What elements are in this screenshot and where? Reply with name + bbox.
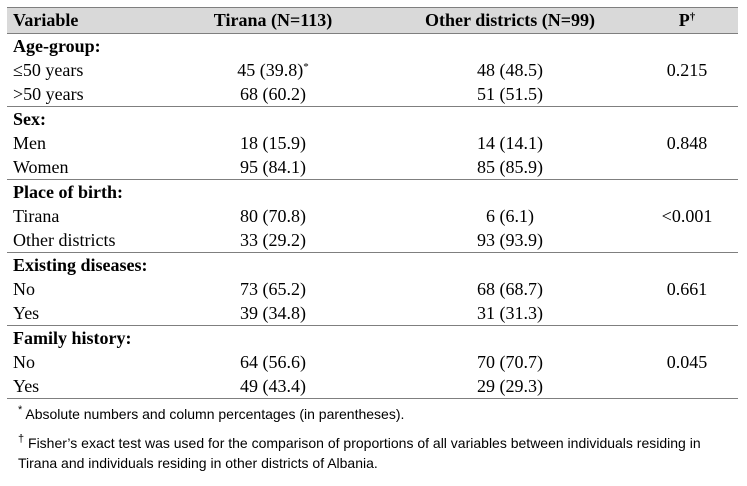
p-value: 0.661 [666, 279, 708, 299]
table-row: >50 years 68 (60.2) 51 (51.5) [7, 82, 738, 106]
data-table: Variable Tirana (N=113) Other districts … [7, 7, 738, 399]
table-row: Yes 49 (43.4) 29 (29.3) [7, 374, 738, 398]
section-title: Place of birth: [13, 182, 123, 202]
row-label: Tirana [13, 206, 60, 226]
row-label: No [13, 279, 35, 299]
table-row: Yes 39 (34.8) 31 (31.3) [7, 301, 738, 325]
table-row: No 64 (56.6) 70 (70.7) 0.045 [7, 350, 738, 374]
table-row: Women 95 (84.1) 85 (85.9) [7, 155, 738, 179]
tirana-value: 68 (60.2) [240, 84, 306, 104]
p-value: 0.848 [666, 133, 708, 153]
dagger-mark: † [689, 11, 696, 23]
footnote-dagger: † Fisher’s exact test was used for the c… [18, 433, 701, 472]
tirana-value: 33 (29.2) [240, 230, 306, 250]
other-districts-value: 29 (29.3) [477, 376, 543, 396]
section-title-row: Family history: [7, 326, 738, 350]
row-label: No [13, 352, 35, 372]
other-districts-value: 93 (93.9) [477, 230, 543, 250]
header-variable: Variable [13, 10, 79, 30]
other-districts-value: 48 (48.5) [477, 60, 543, 80]
section-title-row: Sex: [7, 107, 738, 131]
section-title-row: Place of birth: [7, 180, 738, 204]
table-section: Sex: Men 18 (15.9) 14 (14.1) 0.848 Women 95 (8… [7, 107, 738, 180]
row-label: Yes [13, 376, 40, 396]
table-section: Place of birth: Tirana 80 (70.8) 6 (6.1) <0.… [7, 180, 738, 253]
row-label: Other districts [13, 230, 116, 250]
tirana-value: 49 (43.4) [240, 376, 306, 396]
table-body: Age-group: ≤50 years 45 (39.8)* 48 (48.5) 0.… [7, 34, 738, 399]
other-districts-value: 14 (14.1) [477, 133, 543, 153]
table-row: No 73 (65.2) 68 (68.7) 0.661 [7, 277, 738, 301]
row-label: ≤50 years [13, 60, 84, 80]
tirana-value: 80 (70.8) [240, 206, 306, 226]
table-header: Variable Tirana (N=113) Other districts … [7, 7, 738, 34]
table-row: Tirana 80 (70.8) 6 (6.1) <0.001 [7, 204, 738, 228]
row-label: >50 years [13, 84, 84, 104]
tirana-value: 73 (65.2) [240, 279, 306, 299]
other-districts-value: 70 (70.7) [477, 352, 543, 372]
section-title: Sex: [13, 109, 46, 129]
tirana-value: 39 (34.8) [240, 303, 306, 323]
other-districts-value: 85 (85.9) [477, 157, 543, 177]
tirana-value: 18 (15.9) [240, 133, 306, 153]
table-row: Other districts 33 (29.2) 93 (93.9) [7, 228, 738, 252]
tirana-value: 64 (56.6) [240, 352, 306, 372]
other-districts-value: 51 (51.5) [477, 84, 543, 104]
tirana-value: 95 (84.1) [240, 157, 306, 177]
header-tirana: Tirana (N=113) [213, 10, 333, 30]
section-title-row: Age-group: [7, 34, 738, 58]
tirana-value: 45 (39.8)* [237, 60, 309, 80]
p-value: 0.045 [666, 352, 708, 372]
p-value: <0.001 [661, 206, 713, 226]
section-title: Existing diseases: [13, 255, 148, 275]
table-row: ≤50 years 45 (39.8)* 48 (48.5) 0.215 [7, 58, 738, 82]
other-districts-value: 31 (31.3) [477, 303, 543, 323]
footnote-star: * Absolute numbers and column percentage… [18, 404, 405, 423]
p-value: 0.215 [666, 60, 708, 80]
section-title: Age-group: [13, 36, 101, 56]
other-districts-value: 68 (68.7) [477, 279, 543, 299]
section-title: Family history: [13, 328, 132, 348]
header-other-districts: Other districts (N=99) [425, 10, 595, 30]
table-section: Age-group: ≤50 years 45 (39.8)* 48 (48.5) 0.… [7, 34, 738, 107]
table-row: Men 18 (15.9) 14 (14.1) 0.848 [7, 131, 738, 155]
header-p: P† [678, 10, 696, 30]
table-section: Existing diseases: No 73 (65.2) 68 (68.7) 0.… [7, 253, 738, 326]
row-label: Yes [13, 303, 40, 323]
footnotes: * Absolute numbers and column percentage… [18, 404, 733, 473]
other-districts-value: 6 (6.1) [486, 206, 534, 226]
row-label: Women [13, 157, 69, 177]
section-title-row: Existing diseases: [7, 253, 738, 277]
row-label: Men [13, 133, 46, 153]
table-section: Family history: No 64 (56.6) 70 (70.7) 0.045… [7, 326, 738, 399]
footnote-marker: * [303, 61, 309, 73]
